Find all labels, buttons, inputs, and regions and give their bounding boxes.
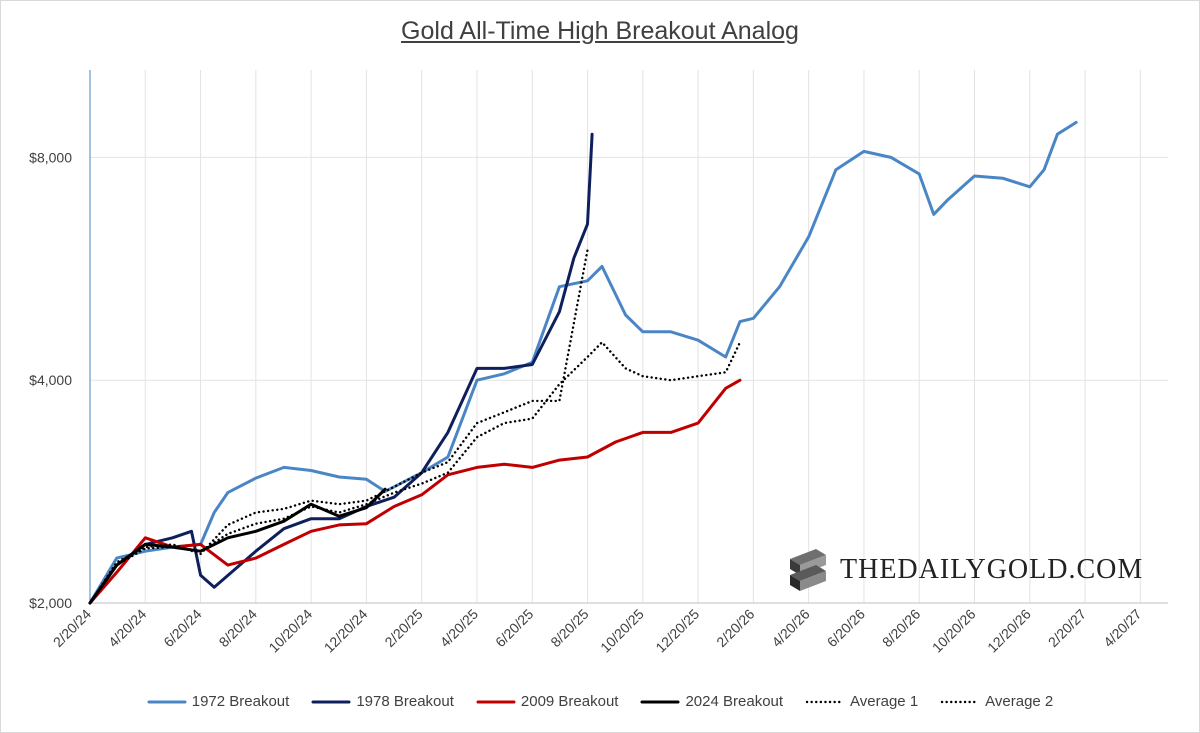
legend-item: 1978 Breakout: [311, 693, 454, 710]
legend-item: 2009 Breakout: [476, 693, 619, 710]
x-tick-label: 12/20/26: [984, 606, 1034, 656]
legend-label: 1972 Breakout: [191, 693, 290, 710]
legend-swatch: [476, 700, 516, 703]
series-line-1972-breakout: [88, 120, 1078, 605]
legend-label: 1978 Breakout: [356, 693, 454, 710]
legend-swatch: [640, 700, 680, 703]
y-tick-label: $4,000: [29, 372, 72, 388]
legend-item: 2024 Breakout: [640, 693, 783, 710]
x-tick-label: 10/20/25: [597, 606, 647, 656]
x-tick-label: 6/20/26: [824, 606, 868, 650]
x-tick-label: 4/20/24: [105, 606, 149, 650]
x-tick-label: 6/20/24: [160, 606, 204, 650]
legend-item: 1972 Breakout: [147, 693, 290, 710]
x-tick-label: 2/20/26: [713, 606, 757, 650]
series-line-2024-breakout: [88, 487, 387, 605]
legend-label: Average 2: [985, 693, 1054, 710]
x-tick-label: 4/20/25: [437, 606, 481, 650]
x-tick-label: 8/20/26: [879, 606, 923, 650]
y-tick-label: $8,000: [29, 149, 72, 165]
x-tick-label: 8/20/24: [216, 606, 260, 650]
legend-swatch: [311, 700, 351, 703]
x-tick-label: 6/20/25: [492, 606, 536, 650]
legend-item: Average 1: [805, 693, 918, 710]
legend-swatch: [940, 700, 980, 703]
legend-label: 2009 Breakout: [520, 693, 619, 710]
x-tick-label: 4/20/27: [1100, 606, 1144, 650]
series-line-average-2: [88, 341, 742, 605]
brand-text: THEDAILYGOLD.COM: [840, 554, 1144, 585]
legend-label: Average 1: [850, 693, 919, 710]
gold-bars-logo-icon: [790, 549, 826, 591]
legend-swatch: [147, 700, 187, 703]
x-tick-label: 10/20/26: [929, 606, 979, 656]
chart-legend: 1972 Breakout 1978 Breakout 2009 Breakout 2…: [0, 693, 1200, 710]
y-tick-label: $2,000: [29, 595, 72, 611]
x-tick-label: 2/20/27: [1045, 606, 1089, 650]
legend-label: 2024 Breakout: [685, 693, 784, 710]
brand-watermark: THEDAILYGOLD.COM: [786, 540, 1166, 600]
x-tick-label: 12/20/25: [652, 606, 702, 656]
legend-item: Average 2: [940, 693, 1053, 710]
x-tick-label: 4/20/26: [768, 606, 812, 650]
x-tick-label: 2/20/25: [381, 606, 425, 650]
series-line-2009-breakout: [88, 378, 742, 605]
legend-swatch: [805, 700, 845, 703]
x-tick-label: 12/20/24: [321, 606, 371, 656]
x-tick-label: 2/20/24: [50, 606, 94, 650]
chart-title: Gold All-Time High Breakout Analog: [401, 17, 799, 45]
x-tick-label: 8/20/25: [547, 606, 591, 650]
series-line-average-1: [88, 248, 589, 605]
x-tick-label: 10/20/24: [265, 606, 315, 656]
